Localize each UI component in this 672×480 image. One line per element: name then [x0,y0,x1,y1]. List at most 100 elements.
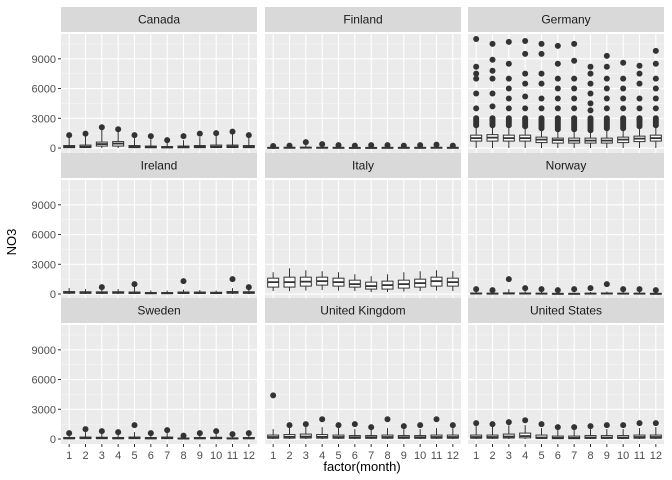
x-tick-label: 1 [66,450,72,462]
panel-background [61,180,257,299]
box-month-10 [414,422,427,440]
outlier-point [554,85,561,92]
x-tick-label: 4 [319,450,325,462]
outlier-point [213,130,220,137]
x-tick-label: 12 [447,450,459,462]
box-month-5 [332,142,345,149]
box-month-3 [502,419,515,440]
box-month-12 [242,284,255,295]
axes: 0 3000 6000 9000 0 3000 6000 9000 0 3000 6000 9000 1… [32,54,662,462]
box-month-7 [365,424,378,440]
outlier-point [538,80,545,87]
outlier-point [417,142,424,149]
outlier-point [351,421,358,428]
outlier-point [164,137,171,144]
outlier-point [652,105,659,112]
x-tick-label: 7 [164,450,170,462]
outlier-point [384,142,391,149]
outlier-point [571,424,578,431]
outlier-point [245,430,252,437]
box-month-9 [600,52,613,149]
facet-italy: Italy [265,153,461,299]
outlier-point [245,284,252,291]
box-month-10 [210,290,223,295]
facet-panels: Canada Finland Germany Ireland Italy Norway Sw… [61,7,664,444]
outlier-point [554,60,561,67]
facet-strip [468,298,664,323]
outlier-point [505,95,512,102]
outlier-point [587,90,594,97]
outlier-point [571,57,578,64]
box-month-2 [283,422,296,440]
outlier-point [351,142,358,149]
x-tick-label: 6 [555,450,561,462]
x-tick-label: 4 [522,450,528,462]
box-month-5 [128,132,141,149]
box-month-10 [414,142,427,149]
outlier-point [603,95,610,102]
outlier-point [489,287,496,294]
outlier-point [164,427,171,434]
box-month-11 [226,276,239,295]
outlier-point [131,422,138,429]
outlier-point [636,286,643,293]
y-tick-label: 3000 [32,113,56,125]
outlier-point [82,130,89,137]
facet-strip-label: Sweden [137,304,180,318]
panel-background [61,34,257,153]
outlier-point [571,286,578,293]
box-month-9 [397,423,410,440]
facet-strip-label: United States [530,304,602,318]
box-month-10 [617,422,630,440]
box-month-8 [381,274,394,293]
box-month-1 [267,143,280,150]
outlier-point [603,281,610,288]
outlier-point [115,429,122,436]
box-month-7 [161,427,174,440]
outlier-point [538,70,545,77]
outlier-point [636,95,643,102]
outlier-point [489,67,496,74]
outlier-point [66,430,73,437]
box-month-2 [486,40,499,149]
x-tick-label: 3 [303,450,309,462]
x-tick-label: 8 [587,450,593,462]
facet-strip [468,7,664,32]
outlier-point [489,75,496,82]
outlier-point [620,95,627,102]
outlier-point [603,63,610,70]
x-axis-title: factor(month) [323,459,400,474]
outlier-point [603,52,610,59]
outlier-point [489,421,496,428]
outlier-point [652,116,659,123]
outlier-point [636,62,643,69]
panel-background [468,325,664,444]
box-month-8 [177,278,190,295]
x-tick-label: 4 [115,450,121,462]
box-month-1 [63,430,76,440]
outlier-point [505,38,512,45]
x-tick-label: 10 [414,450,426,462]
outlier-point [587,285,594,292]
y-tick-label: 9000 [32,54,56,66]
outlier-point [473,105,480,112]
outlier-point [538,116,545,123]
outlier-point [229,431,236,438]
outlier-point [433,141,440,148]
x-tick-label: 9 [401,450,407,462]
outlier-point [522,116,529,123]
box-month-2 [79,289,92,295]
box-month-6 [348,274,361,292]
outlier-point [505,60,512,67]
box-month-8 [584,63,597,149]
y-tick-label: 9000 [32,345,56,357]
box-month-2 [283,268,296,292]
outlier-point [433,416,440,423]
outlier-point [554,287,561,294]
y-axis-title: NO3 [4,229,19,256]
outlier-point [302,139,309,146]
facet-strip-label: Norway [546,159,587,173]
box-month-5 [332,422,345,440]
facet-norway: Norway [468,153,664,299]
box-month-11 [430,270,443,291]
